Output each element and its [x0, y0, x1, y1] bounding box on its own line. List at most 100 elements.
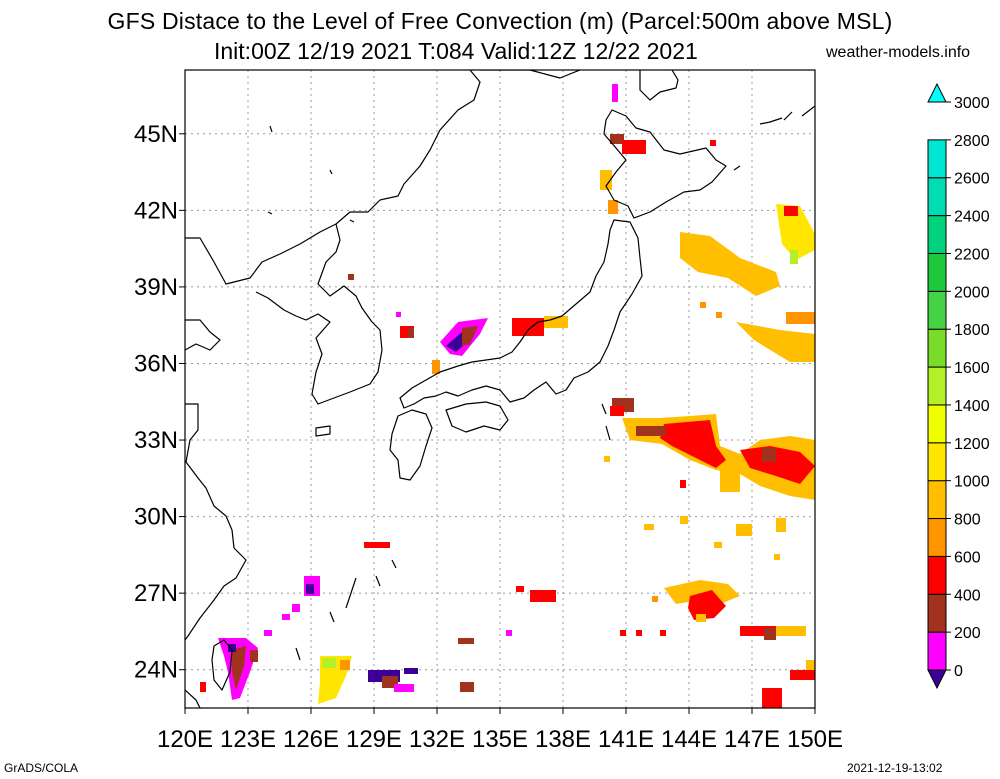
field-cell	[516, 586, 524, 592]
lat-tick-label: 45N	[134, 121, 178, 148]
field-cell	[636, 426, 666, 436]
field-cell	[264, 630, 272, 636]
lfc-field	[200, 84, 815, 708]
field-cell	[774, 554, 780, 560]
footer-left: GrADS/COLA	[4, 761, 79, 775]
chart-subtitle: Init:00Z 12/19 2021 T:084 Valid:12Z 12/2…	[214, 38, 698, 64]
field-cell	[610, 134, 624, 144]
colorbar-label: 2200	[954, 246, 990, 263]
lat-tick-label: 33N	[134, 427, 178, 454]
field-cell	[696, 614, 706, 622]
field-cell	[806, 660, 815, 670]
field-cell	[506, 630, 512, 636]
field-cell	[432, 360, 440, 374]
field-cell	[620, 630, 626, 636]
field-cell	[720, 470, 740, 492]
lat-tick-label: 30N	[134, 504, 178, 531]
field-cell	[292, 604, 300, 612]
colorbar-label: 1200	[954, 436, 990, 453]
coastline-island	[211, 125, 611, 691]
colorbar-label: 600	[954, 549, 981, 566]
colorbar-label: 1800	[954, 322, 990, 339]
coastline-kyushu	[389, 409, 433, 481]
field-patch	[680, 232, 780, 296]
field-cell	[340, 660, 350, 670]
footer-right: 2021-12-19-13:02	[847, 761, 943, 775]
colorbar-label: 800	[954, 512, 981, 529]
field-cell	[460, 682, 474, 692]
lat-tick-label: 27N	[134, 580, 178, 607]
field-cell	[458, 638, 474, 644]
colorbar-label: 0	[954, 663, 963, 680]
field-cell	[408, 328, 414, 338]
field-cell	[680, 516, 688, 524]
coastline-china-south	[185, 689, 201, 708]
field-cell	[512, 318, 544, 336]
field-cell	[348, 274, 354, 280]
colorbar-swatch	[927, 555, 947, 595]
colorbar-label: 1600	[954, 360, 990, 377]
field-cell	[786, 312, 815, 324]
colorbar-swatch	[927, 82, 947, 103]
colorbar-swatch	[927, 366, 947, 406]
field-cell	[394, 684, 414, 692]
coastline-kurils	[733, 105, 815, 171]
coastline-hokkaido	[603, 109, 727, 219]
lat-tick-label: 39N	[134, 274, 178, 301]
field-cell	[652, 596, 658, 602]
coastline-korea	[255, 223, 383, 405]
colorbar-swatch	[927, 480, 947, 520]
lon-tick-label: 141E	[598, 726, 654, 753]
colorbar-swatch	[927, 518, 947, 557]
colorbar-swatch	[927, 290, 947, 330]
field-cell	[404, 668, 418, 674]
field-cell	[776, 626, 806, 636]
field-cell	[364, 542, 390, 548]
colorbar-swatch	[927, 215, 947, 254]
colorbar-label: 400	[954, 587, 981, 604]
colorbar-swatch	[927, 669, 947, 690]
lon-tick-label: 120E	[157, 726, 213, 753]
field-cell	[396, 312, 401, 317]
field-cell	[282, 614, 290, 620]
field-cell	[200, 682, 206, 692]
coastlines	[185, 70, 815, 708]
field-cell	[784, 206, 798, 216]
field-cell	[600, 170, 612, 190]
lon-tick-label: 138E	[535, 726, 591, 753]
colorbar-label: 200	[954, 625, 981, 642]
lat-tick-label: 36N	[134, 350, 178, 377]
lon-tick-label: 147E	[724, 726, 780, 753]
field-cell	[608, 200, 618, 214]
lon-tick-label: 144E	[661, 726, 717, 753]
field-cell	[610, 406, 624, 416]
field-patch	[688, 590, 726, 620]
colorbar-swatch	[927, 593, 947, 633]
lon-tick-label: 123E	[220, 726, 276, 753]
coastline-sakhalin	[639, 70, 679, 101]
field-cell	[700, 302, 706, 308]
lon-tick-label: 126E	[283, 726, 339, 753]
colorbar-swatch	[927, 442, 947, 482]
coastline-honshu	[399, 219, 643, 409]
field-patch	[664, 580, 740, 604]
colorbar-label: 1400	[954, 398, 990, 415]
field-patch	[232, 646, 246, 690]
field-patch	[660, 420, 726, 468]
field-patch	[736, 322, 815, 362]
field-cell	[644, 524, 654, 530]
field-patch	[776, 204, 815, 260]
lat-tick-label: 42N	[134, 197, 178, 224]
lon-tick-label: 135E	[472, 726, 528, 753]
colorbar-swatch	[927, 404, 947, 444]
field-cell	[306, 584, 314, 594]
field-cell	[762, 688, 782, 708]
lon-tick-label: 150E	[787, 726, 843, 753]
colorbar-label: 2400	[954, 209, 990, 226]
field-cell	[680, 480, 686, 488]
field-cell	[636, 630, 642, 636]
field-cell	[764, 628, 776, 640]
field-patch	[740, 446, 815, 484]
field-cell	[762, 448, 776, 462]
